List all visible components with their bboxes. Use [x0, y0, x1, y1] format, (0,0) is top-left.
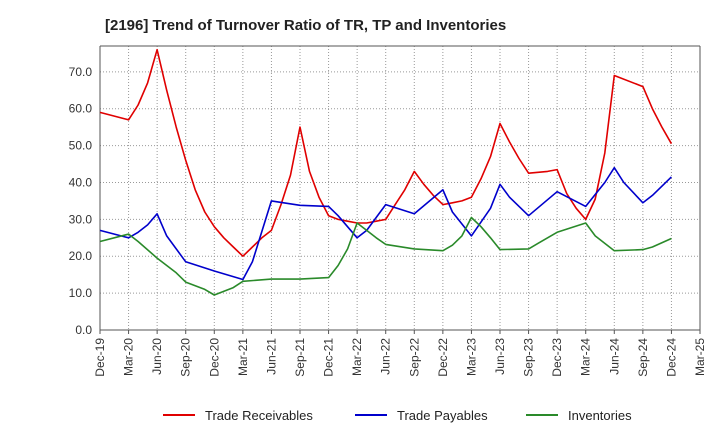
x-tick-label: Mar-22 — [350, 338, 364, 376]
y-tick-label: 20.0 — [69, 249, 93, 263]
x-tick-label: Mar-24 — [579, 338, 593, 376]
x-tick-labels: Dec-19 Mar-20 Jun-20 Sep-20 Dec-20 Mar-21 Jun-… — [93, 338, 707, 377]
y-tick-label: 60.0 — [69, 102, 93, 116]
series-lines — [99, 48, 673, 296]
legend: Trade Receivables Trade Payables Inventori… — [163, 408, 632, 423]
x-tick-label: Jun-22 — [379, 338, 393, 375]
x-tick-label: Dec-23 — [550, 338, 564, 377]
legend-item-1: Trade Payables — [355, 408, 488, 423]
x-tick-label: Mar-21 — [236, 338, 250, 376]
x-tick-label: Sep-24 — [636, 338, 650, 377]
x-tick-label: Sep-20 — [179, 338, 193, 377]
series-line-2 — [99, 216, 672, 296]
x-tick-label: Dec-24 — [664, 338, 678, 377]
x-tick-label: Dec-22 — [436, 338, 450, 377]
x-tick-label: Mar-25 — [693, 338, 707, 376]
legend-label: Inventories — [568, 408, 632, 423]
series-line-0 — [99, 48, 673, 257]
x-tick-label: Mar-20 — [122, 338, 136, 376]
y-tick-label: 50.0 — [69, 139, 93, 153]
y-tick-label: 70.0 — [69, 65, 93, 79]
legend-label: Trade Receivables — [205, 408, 313, 423]
x-tick-label: Jun-23 — [493, 338, 507, 375]
y-tick-label: 40.0 — [69, 175, 93, 189]
chart-title: [2196] Trend of Turnover Ratio of TR, TP… — [105, 17, 506, 34]
x-tick-label: Jun-24 — [607, 338, 621, 375]
x-tick-label: Sep-22 — [407, 338, 421, 377]
y-tick-labels: 0.0 10.0 20.0 30.0 40.0 50.0 60.0 70.0 — [69, 65, 93, 337]
x-tick-label: Jun-21 — [264, 338, 278, 375]
y-tick-label: 30.0 — [69, 212, 93, 226]
legend-item-0: Trade Receivables — [163, 408, 313, 423]
legend-item-2: Inventories — [526, 408, 632, 423]
x-tick-label: Jun-20 — [150, 338, 164, 375]
y-tick-label: 10.0 — [69, 286, 93, 300]
x-tick-label: Dec-20 — [207, 338, 221, 377]
legend-label: Trade Payables — [397, 408, 488, 423]
x-tick-label: Dec-19 — [93, 338, 107, 377]
axes — [99, 45, 701, 331]
x-tick-label: Sep-23 — [522, 338, 536, 377]
x-tick-label: Sep-21 — [293, 338, 307, 377]
x-tick-label: Mar-23 — [464, 338, 478, 376]
x-tick-label: Dec-21 — [322, 338, 336, 377]
series-line-1 — [99, 166, 672, 281]
grid — [99, 46, 701, 334]
y-tick-label: 0.0 — [75, 323, 92, 337]
